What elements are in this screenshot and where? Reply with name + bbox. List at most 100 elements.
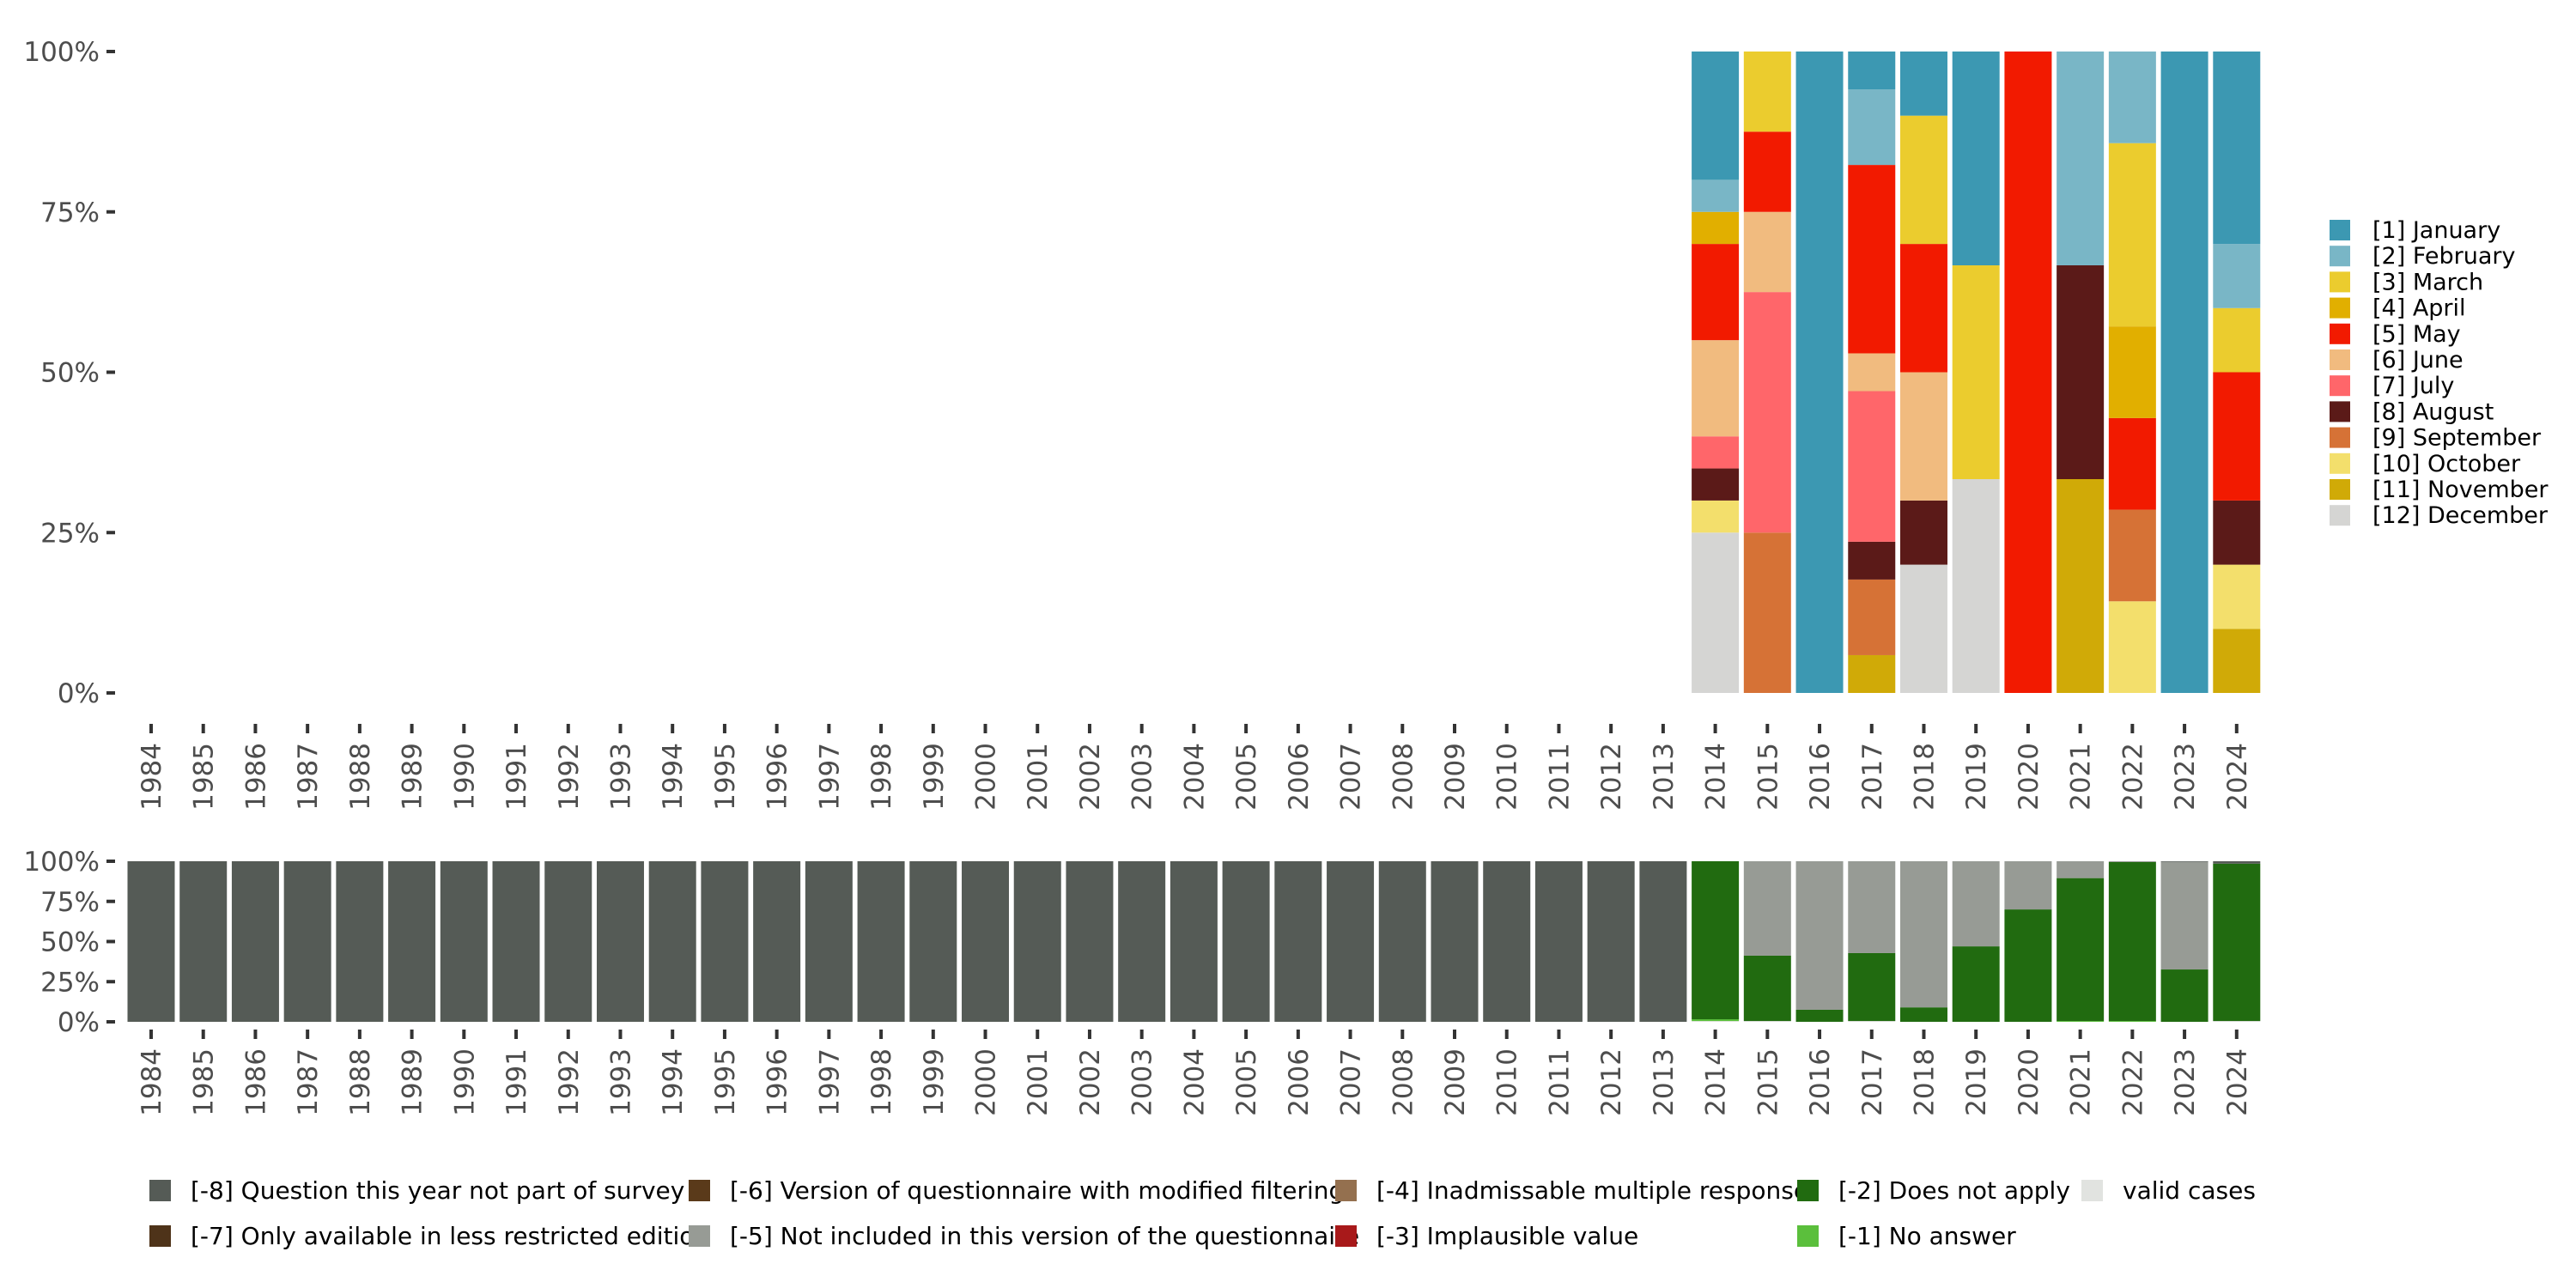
- missing-bar-1994-8-question-this-year-not-part-of-survey: [648, 861, 696, 1022]
- months-ytick-label: 100%: [23, 37, 100, 68]
- months-bar-2015-7-july: [1743, 292, 1791, 533]
- missing-xtick-label: 2012: [1596, 1048, 1627, 1116]
- missing-panel: 0% 25% 50% 75% 100% 1984 1985 1986 1987 1988 1989 1…: [23, 847, 2261, 1116]
- missing-bar-2007-8-question-this-year-not-part-of-survey: [1327, 861, 1375, 1022]
- missing-xtick-label: 2014: [1701, 1048, 1732, 1116]
- missing-bar-2014-1-no-answer: [1692, 1019, 1740, 1022]
- missing-xtick-label: 2004: [1179, 1048, 1210, 1116]
- legend-key-icon: [2330, 427, 2350, 448]
- months-bar-2014-12-december: [1692, 532, 1740, 693]
- legend-key-icon: [2330, 505, 2350, 526]
- legend-item: [7] July: [2330, 373, 2454, 399]
- missing-bar-1997-8-question-this-year-not-part-of-survey: [805, 861, 853, 1022]
- missing-bar-2015-valid-cases: [1743, 1021, 1791, 1022]
- months-ytick-label: 75%: [40, 197, 100, 228]
- months-bar-2024-8-august: [2213, 500, 2261, 565]
- missing-bar-2009-8-question-this-year-not-part-of-survey: [1431, 861, 1479, 1022]
- months-bar-2018-12-december: [1899, 564, 1947, 693]
- legend-key-icon: [2330, 401, 2350, 422]
- legend-key-icon: [1335, 1225, 1357, 1247]
- months-xtick-label: 2011: [1544, 743, 1575, 811]
- legend-label: [9] September: [2372, 425, 2542, 452]
- missing-xtick-label: 2009: [1440, 1048, 1471, 1116]
- missing-xtick-label: 2017: [1857, 1048, 1888, 1116]
- months-xtick-label: 2003: [1127, 743, 1158, 811]
- missing-xtick-label: 1994: [658, 1048, 689, 1116]
- months-xtick-label: 1997: [814, 743, 845, 811]
- months-xtick-label: 2008: [1388, 743, 1419, 811]
- months-bar-2019-12-december: [1952, 479, 2000, 693]
- missing-bar-2012-8-question-this-year-not-part-of-survey: [1587, 861, 1635, 1022]
- months-xtick-label: 2012: [1596, 743, 1627, 811]
- missing-bar-2014-valid-cases: [1692, 1021, 1740, 1022]
- legend-key-icon: [2330, 297, 2350, 319]
- missing-ytick-label: 0%: [58, 1007, 100, 1038]
- months-bar-2018-6-june: [1899, 372, 1947, 501]
- legend-item: [-3] Implausible value: [1335, 1222, 1638, 1250]
- missing-bar-2016-5-not-included-in-this-version-of-the-questionnaire: [1795, 861, 1844, 1010]
- missing-bar-2004-8-question-this-year-not-part-of-survey: [1170, 861, 1218, 1022]
- missing-bar-2017-5-not-included-in-this-version-of-the-questionnaire: [1848, 861, 1896, 953]
- legend-item: [12] December: [2330, 502, 2549, 529]
- months-bar-2023-1-january: [2160, 52, 2208, 693]
- missing-xtick-label: 2020: [2014, 1048, 2044, 1116]
- missing-bar-2020-5-not-included-in-this-version-of-the-questionnaire: [2004, 861, 2052, 910]
- months-panel: 0% 25% 50% 75% 100% 1984 1985 1986 1987 1988 1989 1…: [23, 37, 2261, 811]
- missing-xtick-label: 2011: [1544, 1048, 1575, 1116]
- months-bar-2020-5-may: [2004, 52, 2052, 693]
- legend-key-icon: [1797, 1180, 1819, 1201]
- months-bar-2015-5-may: [1743, 131, 1791, 212]
- legend-label: [7] July: [2372, 373, 2454, 399]
- months-bar-2021-2-february: [2057, 52, 2105, 265]
- missing-xtick-label: 1989: [398, 1048, 428, 1116]
- missing-bar-1986-8-question-this-year-not-part-of-survey: [231, 861, 279, 1022]
- missing-bar-2019-2-does-not-apply: [1952, 946, 2000, 1022]
- legend-item: [-2] Does not apply: [1797, 1176, 2070, 1205]
- months-xtick-label: 1984: [137, 743, 167, 811]
- months-bar-2014-2-february: [1692, 179, 1740, 212]
- legend-label: [4] April: [2372, 295, 2466, 322]
- months-bar-2024-2-february: [2213, 244, 2261, 308]
- legend-key-icon: [2330, 453, 2350, 474]
- months-xtick-label: 2016: [1805, 743, 1836, 811]
- months-bar-2018-8-august: [1899, 500, 1947, 565]
- months-xtick-label: 2015: [1753, 743, 1783, 811]
- legend-label: [11] November: [2372, 477, 2549, 503]
- months-bar-2014-10-october: [1692, 500, 1740, 533]
- months-bar-2024-10-october: [2213, 564, 2261, 629]
- legend-key-icon: [149, 1225, 171, 1247]
- legend-key-icon: [2330, 271, 2350, 293]
- months-xtick-label: 2007: [1336, 743, 1367, 811]
- missing-bar-1985-8-question-this-year-not-part-of-survey: [179, 861, 228, 1022]
- missing-bar-2024-2-does-not-apply: [2213, 863, 2261, 1022]
- missing-xtick-label: 2006: [1284, 1048, 1315, 1116]
- missing-bar-1995-8-question-this-year-not-part-of-survey: [701, 861, 749, 1022]
- months-xtick-label: 2021: [2066, 743, 2097, 811]
- legend-item: [5] May: [2330, 321, 2461, 348]
- months-xtick-label: 2024: [2222, 743, 2253, 811]
- missing-xtick-label: 2024: [2222, 1048, 2253, 1116]
- missing-legend: [-8] Question this year not part of surv…: [149, 1176, 2256, 1250]
- legend-key-icon: [149, 1180, 171, 1201]
- legend-label: [2] February: [2372, 243, 2515, 270]
- missing-bar-2003-8-question-this-year-not-part-of-survey: [1118, 861, 1166, 1022]
- months-xtick-label: 1994: [658, 743, 689, 811]
- missing-bar-2023-8-question-this-year-not-part-of-survey: [2160, 861, 2208, 862]
- months-bar-2014-5-may: [1692, 244, 1740, 341]
- missing-bar-2017-2-does-not-apply: [1848, 952, 1896, 1022]
- months-xtick-label: 1993: [605, 743, 636, 811]
- months-bar-2014-6-june: [1692, 340, 1740, 437]
- months-bar-2015-9-september: [1743, 532, 1791, 693]
- missing-xtick-label: 1998: [866, 1048, 897, 1116]
- months-xtick-label: 1989: [398, 743, 428, 811]
- legend-key-icon: [2330, 375, 2350, 397]
- missing-bar-2021-5-not-included-in-this-version-of-the-questionnaire: [2057, 861, 2105, 878]
- missing-xtick-label: 1993: [605, 1048, 636, 1116]
- months-bar-2019-1-january: [1952, 52, 2000, 265]
- months-ytick-label: 0%: [58, 678, 100, 709]
- months-bar-2024-1-january: [2213, 52, 2261, 245]
- missing-xtick-label: 2007: [1336, 1048, 1367, 1116]
- missing-xtick-label: 2000: [971, 1048, 1002, 1116]
- missing-xtick-label: 1991: [501, 1048, 532, 1116]
- missing-bar-2022-2-does-not-apply: [2108, 861, 2156, 1022]
